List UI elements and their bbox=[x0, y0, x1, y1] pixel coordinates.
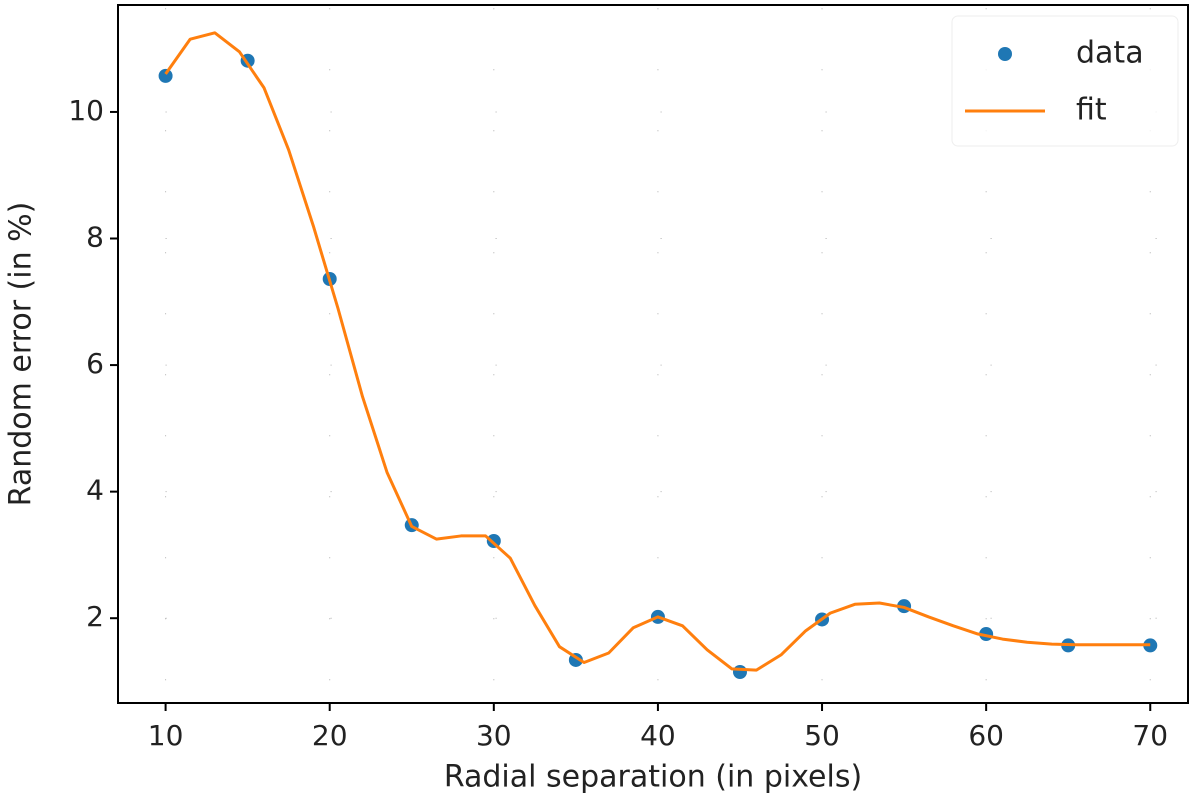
x-tick-label: 20 bbox=[312, 719, 348, 752]
x-tick-label: 10 bbox=[148, 719, 184, 752]
data-point bbox=[732, 664, 747, 679]
plot-frame bbox=[117, 4, 1189, 704]
y-axis-label: Random error (in %) bbox=[4, 202, 39, 507]
data-point bbox=[158, 68, 173, 83]
y-tick-label: 2 bbox=[86, 600, 104, 633]
y-tick-label: 4 bbox=[86, 474, 104, 507]
fit-line bbox=[164, 31, 1151, 672]
x-tick-label: 30 bbox=[476, 719, 512, 752]
legend-box bbox=[951, 15, 1179, 147]
y-tick-label: 8 bbox=[86, 221, 104, 254]
y-tick-label: 10 bbox=[68, 94, 104, 127]
x-tick-label: 70 bbox=[1132, 719, 1168, 752]
x-tick-label: 50 bbox=[804, 719, 840, 752]
x-tick-label: 40 bbox=[640, 719, 676, 752]
legend: data fit bbox=[951, 15, 1179, 147]
legend-label: fit bbox=[1076, 93, 1107, 128]
x-axis-label: Radial separation (in pixels) bbox=[444, 760, 862, 795]
legend-marker bbox=[998, 47, 1012, 61]
y-tick-label: 6 bbox=[86, 347, 104, 380]
x-tick-label: 60 bbox=[968, 719, 1004, 752]
legend-label: data bbox=[1076, 36, 1144, 71]
